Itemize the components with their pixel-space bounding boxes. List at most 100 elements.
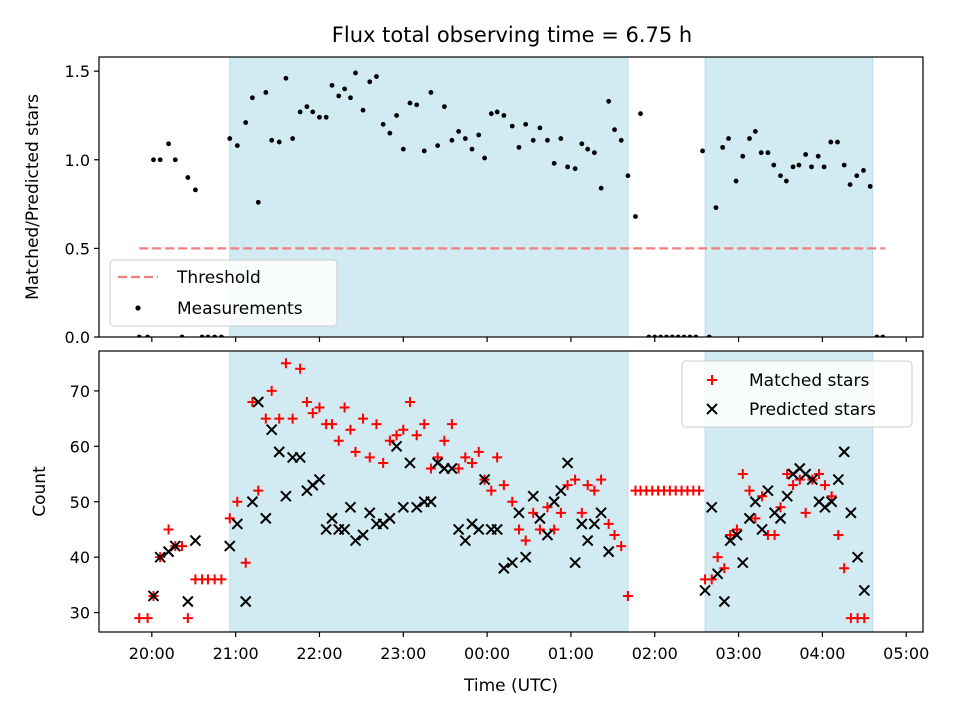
data-point: [486, 485, 497, 496]
data-point: [616, 541, 627, 552]
data-point: [555, 484, 567, 497]
data-point: [380, 121, 386, 127]
data-point: [459, 534, 472, 547]
data-point: [294, 451, 306, 464]
data-point: [713, 205, 719, 211]
data-point: [719, 563, 730, 574]
data-point: [224, 540, 236, 552]
axes-frame: [98, 56, 924, 338]
data-point: [446, 462, 458, 475]
data-point: [561, 457, 574, 469]
data-point: [260, 512, 272, 525]
data-point: [579, 141, 585, 147]
data-point: [542, 502, 553, 513]
data-point: [498, 562, 510, 574]
data-point: [304, 104, 310, 110]
data-point: [336, 93, 342, 99]
data-point: [821, 164, 827, 170]
data-point: [815, 153, 821, 159]
axes-frame: [98, 350, 924, 633]
data-point: [706, 501, 718, 514]
data-point: [378, 457, 389, 468]
data-point: [329, 82, 335, 88]
data-point: [323, 114, 329, 120]
data-point: [295, 363, 306, 374]
data-point: [841, 162, 847, 168]
data-point: [307, 408, 318, 419]
data-point: [227, 136, 233, 141]
data-point: [234, 143, 240, 149]
legend-label: Matched stars: [749, 371, 869, 391]
data-point: [549, 524, 560, 535]
data-point: [706, 574, 717, 585]
data-point: [240, 557, 251, 568]
data-point: [598, 185, 604, 191]
data-point: [243, 120, 249, 125]
data-point: [562, 480, 573, 491]
data-point: [246, 496, 259, 508]
legend-label: Threshold: [176, 268, 261, 288]
data-point: [425, 463, 436, 474]
chart-title: Flux total observing time = 6.75 h: [332, 23, 692, 47]
data-point: [700, 148, 705, 154]
data-point: [778, 173, 783, 179]
data-point: [513, 524, 524, 535]
legend-predicted-swatch: [706, 403, 718, 415]
data-point: [391, 430, 402, 441]
data-point: [859, 613, 870, 624]
data-point: [491, 523, 503, 536]
data-point: [266, 385, 277, 396]
data-point: [182, 613, 193, 624]
data-point: [744, 485, 755, 496]
data-point: [814, 469, 825, 480]
data-point: [774, 512, 787, 525]
data-point: [154, 551, 166, 563]
data-point: [441, 104, 447, 110]
data-point: [765, 150, 771, 156]
data-point: [353, 70, 358, 76]
data-point: [290, 136, 296, 141]
data-point: [364, 507, 376, 519]
data-point: [743, 512, 756, 525]
data-point: [699, 584, 711, 597]
data-point: [232, 496, 243, 507]
data-point: [456, 129, 462, 134]
data-point: [176, 541, 187, 552]
data-point: [265, 423, 278, 436]
data-point: [796, 162, 802, 168]
y-tick-label: 50: [70, 493, 90, 512]
data-point: [603, 518, 614, 529]
data-point: [404, 457, 416, 469]
y-tick-label: 70: [70, 382, 90, 401]
y-tick-label: 1.0: [65, 151, 90, 170]
legend: Threshold Measurements: [109, 259, 338, 327]
legend-measurements-swatch: [135, 305, 141, 311]
x-tick-label: 20:00: [129, 644, 175, 663]
data-point: [694, 485, 705, 496]
data-point: [609, 530, 620, 541]
data-point: [507, 496, 518, 507]
data-point: [350, 446, 361, 457]
data-point: [858, 584, 871, 597]
data-point: [523, 121, 529, 127]
x-tick-label: 03:00: [716, 644, 762, 663]
data-point: [726, 136, 731, 141]
x-tick-label: 05:00: [883, 644, 929, 663]
series-1: [147, 396, 871, 608]
data-point: [588, 518, 601, 530]
data-point: [737, 557, 749, 569]
data-point: [519, 551, 532, 563]
data-point: [410, 501, 423, 514]
data-point: [790, 164, 796, 170]
data-point: [731, 529, 743, 541]
data-point: [769, 530, 780, 541]
data-point: [342, 86, 348, 92]
data-point: [134, 613, 145, 624]
data-point: [398, 424, 409, 435]
data-point: [364, 452, 375, 463]
data-point: [339, 402, 350, 413]
x-tick-label: 21:00: [213, 644, 259, 663]
data-point: [273, 446, 285, 458]
data-point: [249, 95, 255, 101]
data-point: [453, 463, 464, 474]
